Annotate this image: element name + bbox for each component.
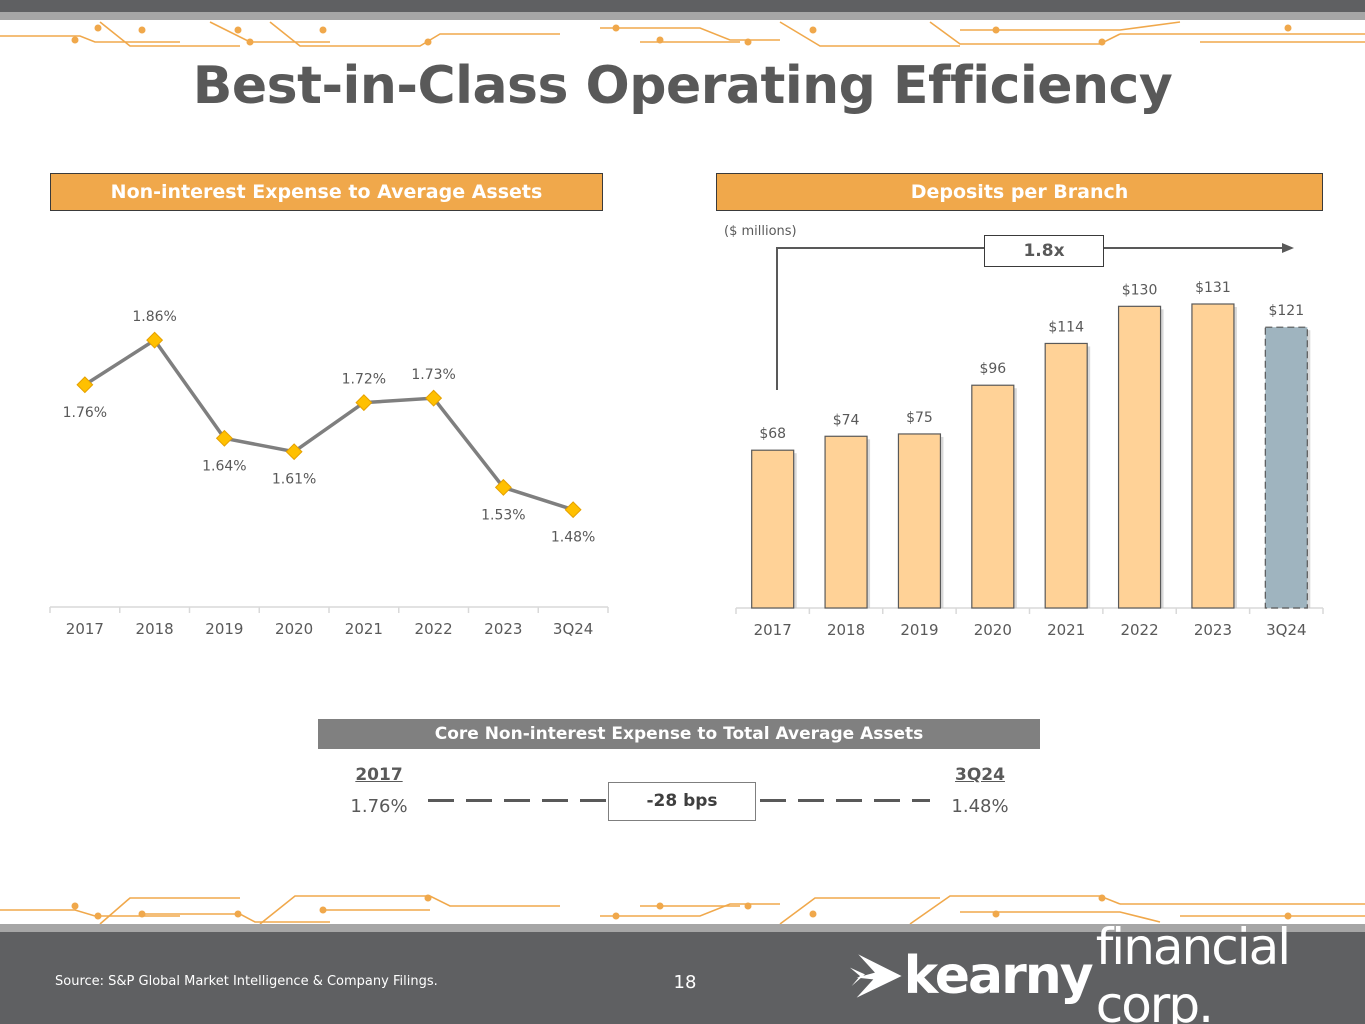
core-header: Core Non-interest Expense to Total Avera… — [318, 719, 1040, 749]
bar-2017 — [751, 449, 795, 609]
line-point-2017 — [76, 376, 94, 394]
line-x-tick-label-3Q24: 3Q24 — [553, 620, 593, 638]
logo-text-light: financial corp. — [1095, 918, 1291, 1024]
line-point-2019 — [215, 429, 233, 447]
arrow-head-icon — [1282, 243, 1294, 253]
line-x-tick-label-2018: 2018 — [136, 620, 174, 638]
line-data-label-2019: 1.64% — [202, 458, 246, 474]
line-point-2021 — [355, 394, 373, 412]
core-start-label: 2017 — [355, 765, 403, 785]
top-banner — [0, 0, 1365, 12]
circuit-decoration-top — [0, 21, 1365, 47]
bar-x-tick-label-3Q24: 3Q24 — [1266, 621, 1306, 639]
line-point-2023 — [494, 478, 512, 496]
bar-data-label-2020: $96 — [979, 361, 1006, 377]
bar-2020 — [971, 384, 1015, 609]
line-series — [83, 337, 574, 512]
logo-text-bold: kearny — [903, 946, 1094, 1006]
line-data-label-2021: 1.72% — [342, 372, 386, 388]
bar-2018 — [824, 435, 868, 609]
core-end-label: 3Q24 — [955, 765, 1005, 785]
footer-bar — [0, 932, 1365, 1024]
charts-canvas: 1.76% 2017 1.86% 2018 1.64% 2019 1.61% 2020 1.72… — [49, 243, 1324, 639]
top-banner-stripe — [0, 12, 1365, 20]
bar-2021 — [1044, 342, 1088, 609]
line-data-label-2020: 1.61% — [272, 472, 316, 488]
line-point-2018 — [146, 331, 164, 349]
line-point-3Q24 — [564, 501, 582, 519]
line-x-tick-label-2019: 2019 — [205, 620, 243, 638]
multiple-arrow — [776, 243, 1294, 390]
bar-2019 — [897, 433, 942, 609]
bar-3Q24 — [1264, 326, 1308, 609]
bar-2022 — [1117, 305, 1162, 609]
core-start-value: 1.76% — [350, 796, 408, 817]
bar-data-label-2018: $74 — [833, 412, 860, 428]
line-data-label-2022: 1.73% — [411, 367, 455, 383]
circuit-decoration-bottom — [0, 894, 1365, 925]
footer-stripe — [0, 924, 1365, 932]
line-point-2022 — [425, 389, 443, 407]
multiple-badge: 1.8x — [984, 235, 1104, 267]
bar-data-label-3Q24: $121 — [1268, 303, 1304, 319]
line-x-tick-label-2023: 2023 — [484, 620, 522, 638]
company-logo: kearny financial corp. — [850, 918, 1365, 1024]
bar-data-label-2023: $131 — [1195, 280, 1231, 296]
line-data-label-3Q24: 1.48% — [551, 530, 595, 546]
bar-data-label-2019: $75 — [906, 410, 933, 426]
bar-2023 — [1191, 303, 1235, 609]
dashed-connector-right — [760, 799, 930, 802]
line-point-2020 — [285, 443, 303, 461]
units-label: ($ millions) — [724, 224, 797, 239]
bar-data-label-2022: $130 — [1122, 282, 1158, 298]
bar-chart-deposits-per-branch: $68 2017 $74 2018 $75 2019 $96 2020 $114 2021 $130… — [735, 280, 1324, 639]
line-x-tick-label-2021: 2021 — [345, 620, 383, 638]
change-badge: -28 bps — [608, 782, 756, 821]
right-chart-header: Deposits per Branch — [716, 173, 1323, 211]
source-note: Source: S&P Global Market Intelligence &… — [55, 974, 438, 989]
dashed-connector-left — [428, 799, 608, 802]
bar-x-tick-label-2022: 2022 — [1120, 621, 1158, 639]
bar-x-tick-label-2021: 2021 — [1047, 621, 1085, 639]
line-x-tick-label-2020: 2020 — [275, 620, 313, 638]
bar-data-label-2017: $68 — [759, 426, 786, 442]
left-chart-header: Non-interest Expense to Average Assets — [50, 173, 603, 211]
line-data-label-2023: 1.53% — [481, 507, 525, 523]
page-number: 18 — [673, 972, 697, 993]
bar-x-tick-label-2019: 2019 — [900, 621, 938, 639]
bar-x-tick-label-2018: 2018 — [827, 621, 865, 639]
line-chart-noninterest-expense: 1.76% 2017 1.86% 2018 1.64% 2019 1.61% 2020 1.72… — [49, 309, 609, 638]
bar-data-label-2021: $114 — [1048, 319, 1084, 335]
line-x-tick-label-2017: 2017 — [66, 620, 104, 638]
line-data-label-2018: 1.86% — [132, 309, 176, 325]
line-data-label-2017: 1.76% — [63, 405, 107, 421]
bar-x-tick-label-2017: 2017 — [754, 621, 792, 639]
kearny-arrow-logo-icon — [850, 954, 902, 998]
bar-x-tick-label-2020: 2020 — [974, 621, 1012, 639]
line-x-tick-label-2022: 2022 — [415, 620, 453, 638]
bar-x-tick-label-2023: 2023 — [1194, 621, 1232, 639]
core-end-value: 1.48% — [951, 796, 1009, 817]
page-title: Best-in-Class Operating Efficiency — [192, 56, 1173, 116]
